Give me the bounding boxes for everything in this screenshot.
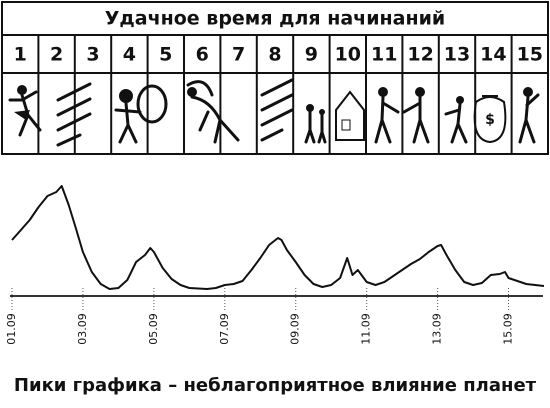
x-tick-label: 09.09 <box>289 313 302 345</box>
chart-caption: Пики графика – неблагоприятное влияние п… <box>14 375 537 396</box>
column-number: 8 <box>268 44 281 66</box>
column-number: 6 <box>196 44 209 66</box>
column-number: 11 <box>371 44 397 66</box>
column-number: 9 <box>305 44 318 66</box>
column-number: 15 <box>517 44 543 66</box>
column-number: 5 <box>159 44 172 66</box>
column-number: 14 <box>480 44 506 66</box>
column-number: 1 <box>14 44 27 66</box>
x-tick-label: 11.09 <box>360 313 373 345</box>
column-number: 7 <box>232 44 245 66</box>
x-tick-label: 01.09 <box>5 313 18 345</box>
table-title: Удачное время для начинаний <box>105 8 445 30</box>
x-tick-label: 03.09 <box>76 313 89 345</box>
column-number: 3 <box>86 44 99 66</box>
x-tick-label: 05.09 <box>147 313 160 345</box>
icons: $ <box>8 78 540 147</box>
column-number: 10 <box>335 44 361 66</box>
x-tick-label: 13.09 <box>431 313 444 345</box>
column-number: 13 <box>444 44 470 66</box>
column-number: 12 <box>407 44 433 66</box>
x-tick-label: 15.09 <box>502 313 515 345</box>
line <box>11 185 545 290</box>
column-number: 4 <box>123 44 136 66</box>
column-number: 2 <box>50 44 63 66</box>
x-tick-label: 07.09 <box>218 313 231 345</box>
table-frame <box>1 1 549 155</box>
dollar-sign: $ <box>485 112 495 128</box>
